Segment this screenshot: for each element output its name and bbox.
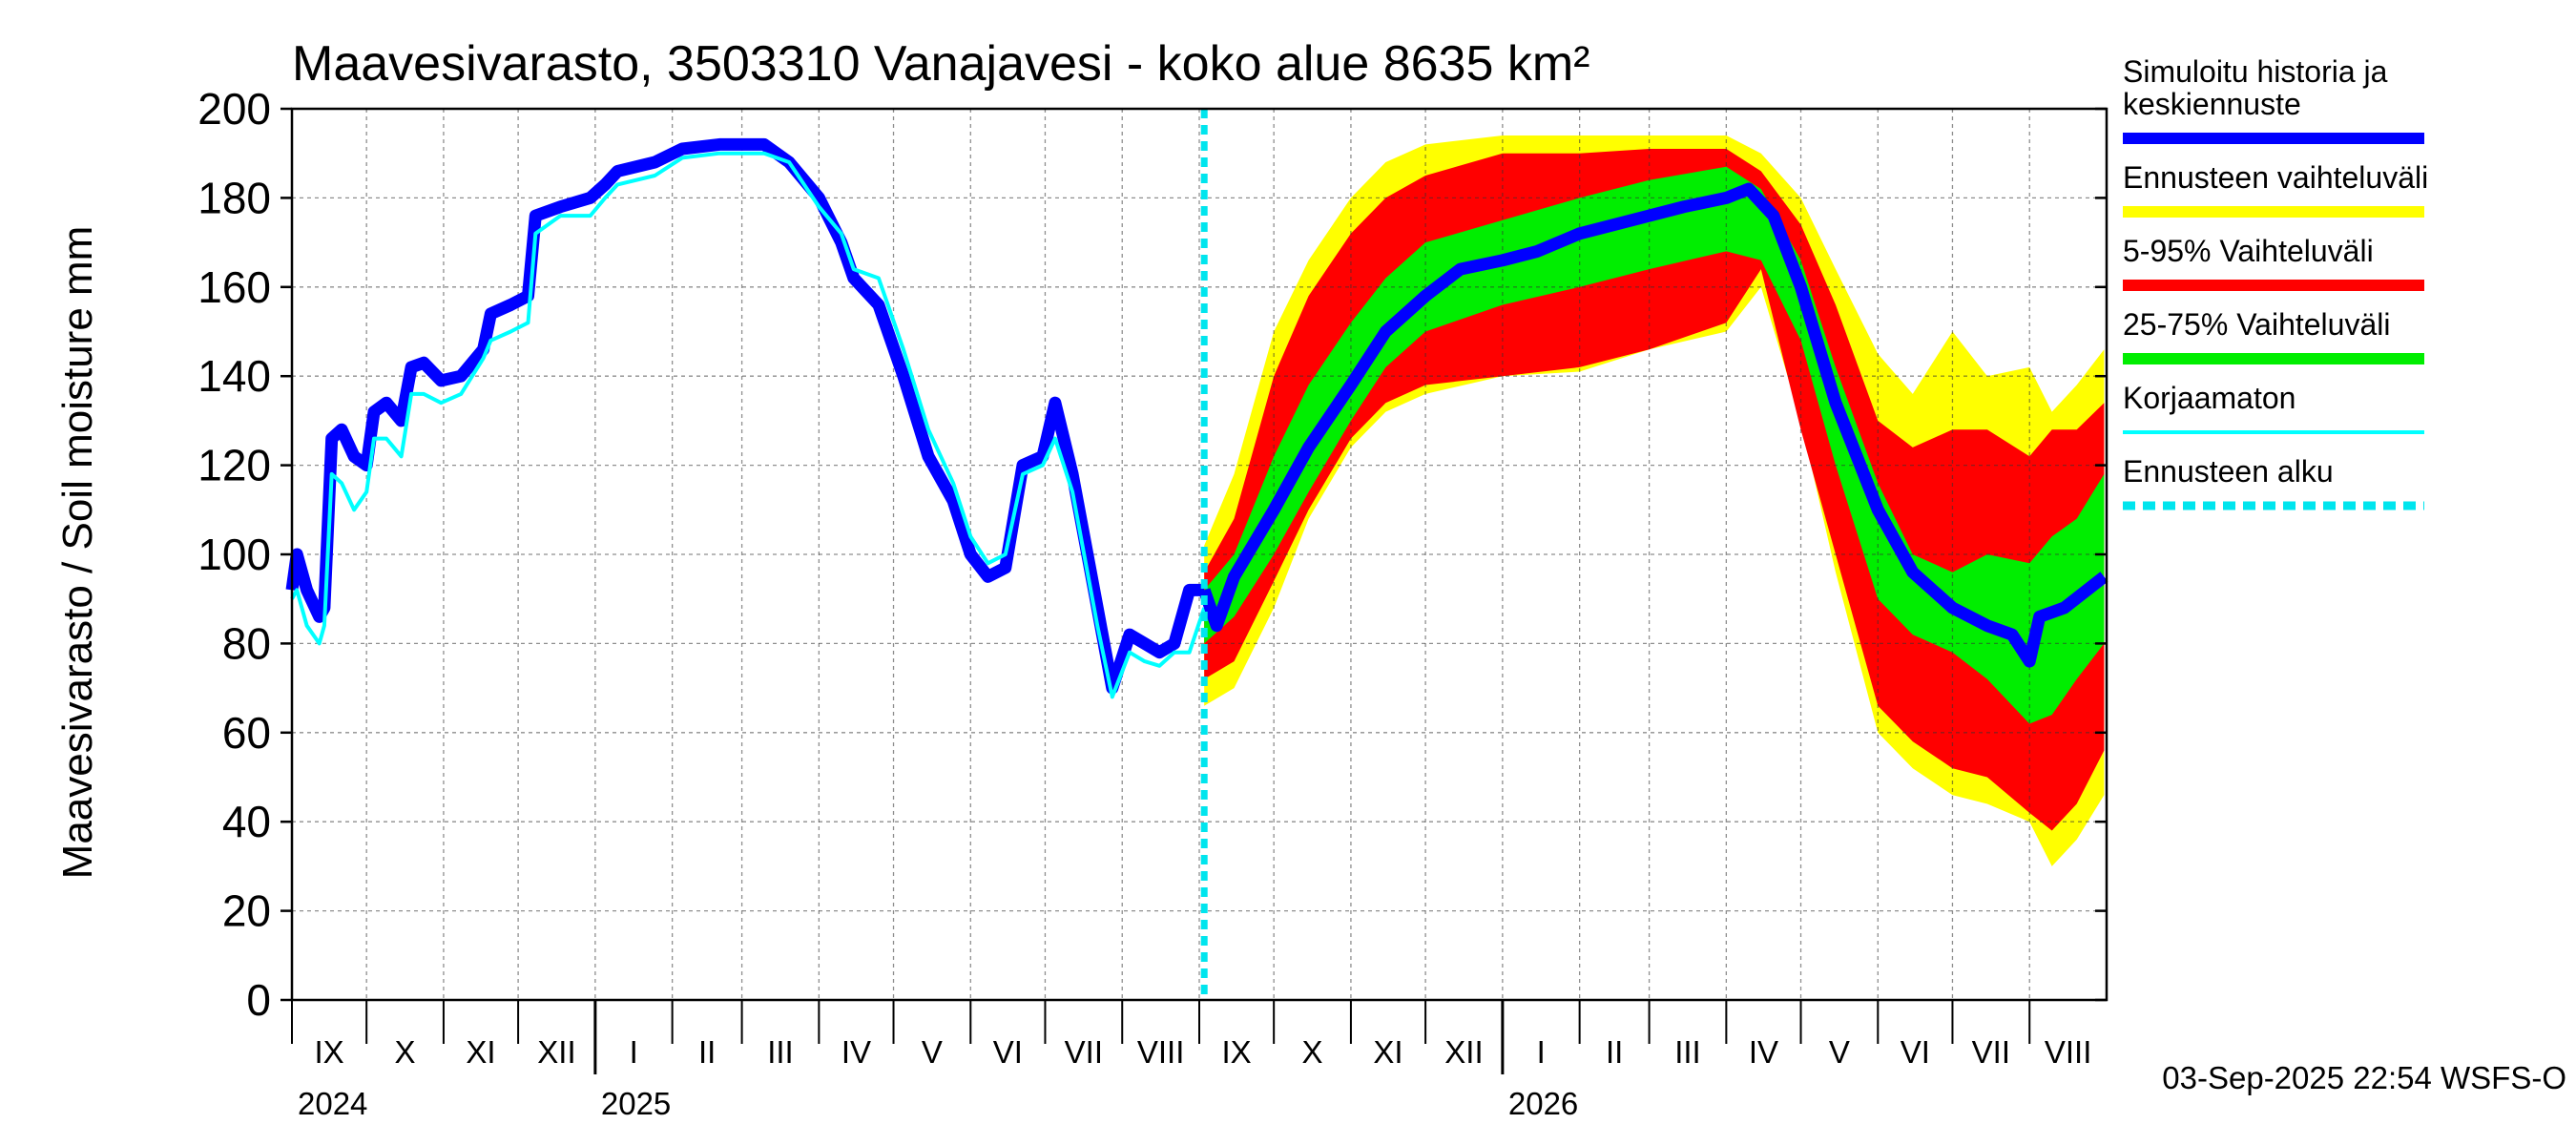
y-tick-label: 40 bbox=[222, 797, 271, 846]
y-axis-label: Maavesivarasto / Soil moisture mm bbox=[54, 226, 101, 880]
x-tick-label: XII bbox=[1444, 1034, 1483, 1070]
y-tick-label: 0 bbox=[246, 975, 271, 1025]
x-tick-label: V bbox=[922, 1034, 943, 1070]
y-tick-label: 100 bbox=[197, 530, 271, 579]
x-tick-label: II bbox=[1606, 1034, 1623, 1070]
x-tick-label: XI bbox=[466, 1034, 495, 1070]
legend-label: Ennusteen alku bbox=[2123, 454, 2334, 489]
x-tick-label: VIII bbox=[1137, 1034, 1185, 1070]
x-tick-label: II bbox=[698, 1034, 716, 1070]
series-line-simulated bbox=[285, 137, 1205, 695]
series-line-uncorrected bbox=[290, 151, 1207, 699]
legend-label: keskiennuste bbox=[2123, 87, 2301, 121]
y-tick-label: 80 bbox=[222, 618, 271, 668]
x-tick-label: VII bbox=[1065, 1034, 1103, 1070]
x-tick-label: IV bbox=[1749, 1034, 1778, 1070]
y-tick-label: 60 bbox=[222, 708, 271, 758]
legend-label: Korjaamaton bbox=[2123, 381, 2296, 415]
grid bbox=[292, 109, 2107, 1000]
plot-area bbox=[285, 107, 2109, 1002]
x-tick-label: V bbox=[1829, 1034, 1850, 1070]
x-tick-label: X bbox=[1302, 1034, 1323, 1070]
x-tick-label: I bbox=[630, 1034, 638, 1070]
legend-label: Ennusteen vaihteluväli bbox=[2123, 160, 2428, 195]
year-label: 2024 bbox=[298, 1086, 367, 1121]
y-tick-label: 160 bbox=[197, 262, 271, 312]
x-tick-label: VII bbox=[1972, 1034, 2010, 1070]
legend-label: Simuloitu historia ja bbox=[2123, 54, 2388, 89]
legend-label: 25-75% Vaihteluväli bbox=[2123, 307, 2390, 342]
x-tick-label: VI bbox=[1901, 1034, 1930, 1070]
y-tick-label: 200 bbox=[197, 84, 271, 134]
y-tick-label: 180 bbox=[197, 173, 271, 222]
x-tick-label: III bbox=[1674, 1034, 1701, 1070]
series-lines bbox=[285, 137, 2109, 699]
x-tick-label: X bbox=[395, 1034, 416, 1070]
y-tick-label: 120 bbox=[197, 441, 271, 490]
y-tick-label: 20 bbox=[222, 886, 271, 936]
x-tick-label: VIII bbox=[2045, 1034, 2092, 1070]
x-tick-label: IV bbox=[841, 1034, 871, 1070]
x-tick-label: III bbox=[767, 1034, 794, 1070]
series-line-forecast-mean bbox=[1198, 182, 2109, 668]
year-label: 2025 bbox=[601, 1086, 671, 1121]
x-tick-label: XI bbox=[1373, 1034, 1402, 1070]
y-tick-label: 140 bbox=[197, 351, 271, 401]
y-axis: 0 20 40 60 80 100 120 140 160 180 200 bbox=[197, 84, 2107, 1025]
forecast-bands bbox=[1204, 135, 2105, 866]
x-tick-label: VI bbox=[993, 1034, 1023, 1070]
year-label: 2026 bbox=[1508, 1086, 1578, 1121]
band-3 bbox=[1204, 166, 2105, 724]
x-axis: IX X XI XII I II III IV V VI VII VIII IX X XI XII I II III… bbox=[291, 1000, 2092, 1121]
legend-label: 5-95% Vaihteluväli bbox=[2123, 234, 2374, 268]
x-tick-label: IX bbox=[314, 1034, 343, 1070]
x-tick-label: IX bbox=[1221, 1034, 1251, 1070]
timestamp: 03-Sep-2025 22:54 WSFS-O bbox=[2162, 1060, 2566, 1095]
x-tick-label: I bbox=[1537, 1034, 1546, 1070]
x-tick-label: XII bbox=[537, 1034, 575, 1070]
chart-title: Maavesivarasto, 3503310 Vanajavesi - kok… bbox=[292, 36, 1589, 92]
